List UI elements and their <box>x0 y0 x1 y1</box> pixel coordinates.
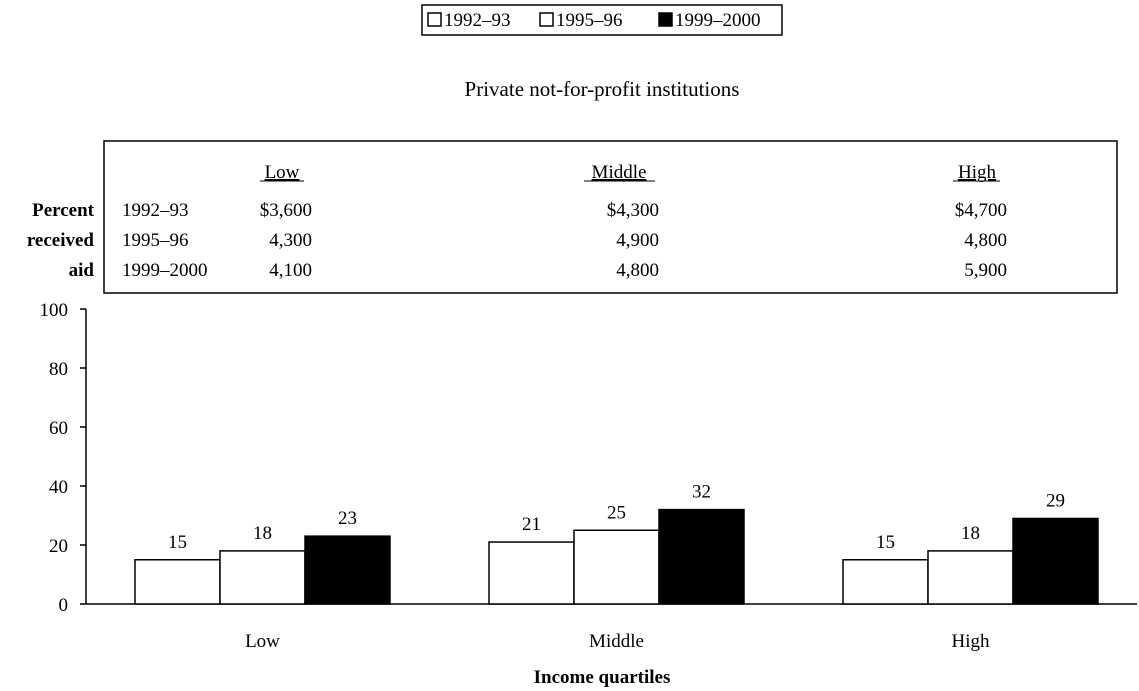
data-label: 23 <box>338 508 357 529</box>
legend-label-1992-93: 1992–93 <box>444 10 511 31</box>
x-axis-label: Income quartiles <box>534 667 671 688</box>
data-label: 25 <box>607 502 626 523</box>
y-tick-label: 80 <box>49 359 68 380</box>
table-cell-low: $3,600 <box>260 200 312 221</box>
table-row-year: 1995–96 <box>122 230 189 251</box>
bar <box>658 508 745 605</box>
y-tick-label: 20 <box>49 536 68 557</box>
table-cell-high: $4,700 <box>955 200 1007 221</box>
plot-area: 0 20 40 60 80 100 15 18 23 Low 21 25 32 Middle 15 18 29 H… <box>40 300 1137 652</box>
table-row-year: 1999–2000 <box>122 260 208 281</box>
table-cell-low: 4,100 <box>269 260 312 281</box>
y-axis-label-line-2: received <box>27 230 95 251</box>
data-label: 18 <box>961 523 980 544</box>
x-tick-label: High <box>952 631 991 652</box>
data-label: 32 <box>692 482 711 503</box>
table-header-high: High <box>958 162 997 183</box>
data-label: 21 <box>522 514 541 535</box>
data-label: 29 <box>1046 490 1065 511</box>
legend: 1992–93 1995–96 1999–2000 <box>421 4 783 36</box>
y-axis-label-line-3: aid <box>69 260 95 281</box>
table-cell-middle: $4,300 <box>607 200 659 221</box>
data-label: 18 <box>253 523 272 544</box>
y-tick-label: 40 <box>49 477 68 498</box>
table-cell-middle: 4,800 <box>616 260 659 281</box>
data-label: 15 <box>168 532 187 553</box>
x-tick-label: Low <box>245 631 280 652</box>
amount-table: Low Middle High 1992–93 $3,600 $4,300 $4… <box>103 140 1118 294</box>
bar <box>219 550 306 605</box>
table-cell-high: 5,900 <box>964 260 1007 281</box>
legend-swatch-1999-2000 <box>658 12 673 27</box>
bar <box>488 541 575 605</box>
table-header-low: Low <box>265 162 300 183</box>
bar <box>927 550 1014 605</box>
y-tick-label: 0 <box>59 595 69 616</box>
legend-swatch-1995-96 <box>539 12 554 27</box>
bar <box>1012 517 1099 605</box>
bar <box>304 535 391 605</box>
y-tick-label: 100 <box>40 300 69 321</box>
bar <box>134 559 221 605</box>
legend-frame <box>421 4 783 36</box>
legend-label-1999-2000: 1999–2000 <box>675 10 761 31</box>
y-tick-label: 60 <box>49 418 68 439</box>
bar <box>842 559 929 605</box>
legend-label-1995-96: 1995–96 <box>556 10 623 31</box>
table-cell-low: 4,300 <box>269 230 312 251</box>
table-row-year: 1992–93 <box>122 200 189 221</box>
bar <box>573 529 660 605</box>
table-cell-high: 4,800 <box>964 230 1007 251</box>
x-tick-label: Middle <box>589 631 644 652</box>
y-axis-label-line-1: Percent <box>32 200 95 221</box>
chart-title: Private not-for-profit institutions <box>465 77 740 101</box>
legend-swatch-1992-93 <box>427 12 442 27</box>
table-cell-middle: 4,900 <box>616 230 659 251</box>
amount-table-frame <box>103 140 1118 294</box>
table-header-middle: Middle <box>592 162 647 183</box>
data-label: 15 <box>876 532 895 553</box>
